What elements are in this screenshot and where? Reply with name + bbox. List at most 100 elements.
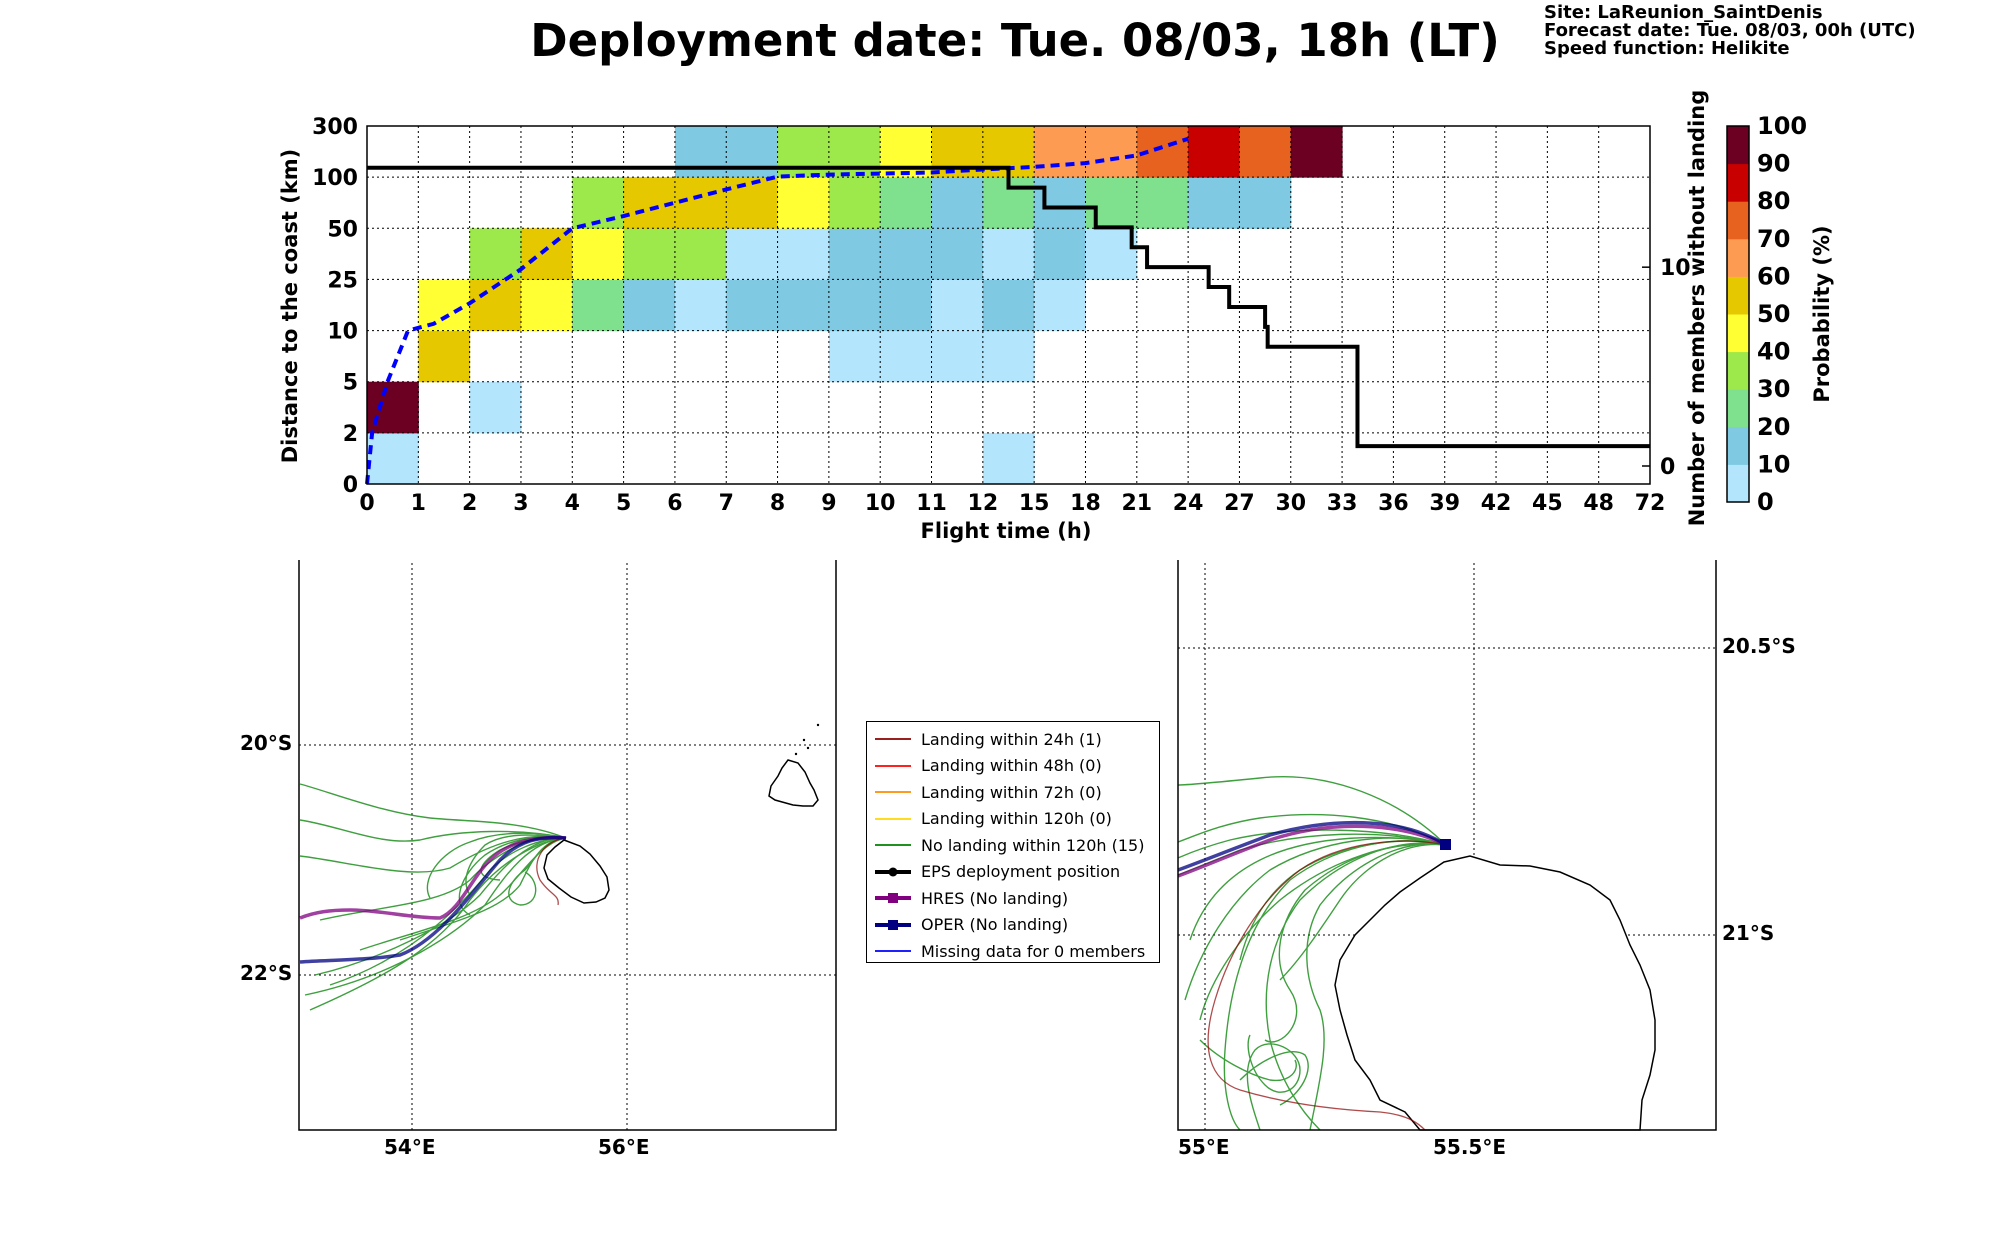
heatmap-cell <box>828 228 881 280</box>
heatmap-cell <box>777 279 830 332</box>
heatmap-cell <box>367 432 419 485</box>
legend-item: Missing data for 0 members <box>867 938 1159 965</box>
colorbar-tick-label: 70 <box>1757 225 1790 253</box>
x-tick-label: 5 <box>616 491 631 516</box>
legend-item: Landing within 24h (1) <box>867 726 1159 753</box>
colorbar-tick-label: 60 <box>1757 262 1790 290</box>
heatmap-cell <box>1290 126 1343 178</box>
colorbar-segment <box>1727 426 1749 465</box>
legend-item: EPS deployment position <box>867 859 1159 886</box>
y2-tick-labels: 0 10 <box>1642 256 1691 480</box>
y-tick-label: 0 <box>343 473 358 498</box>
right-map <box>1177 560 1717 1131</box>
colorbar-tick-label: 20 <box>1757 413 1790 441</box>
x-tick-labels: 0 1 2 3 4 5 6 7 8 9 10 11 12 15 18 21 24 27 30 33 36 39 42 45 48… <box>359 491 1665 516</box>
x-tick-label: 72 <box>1635 491 1666 516</box>
legend-label: Landing within 48h (0) <box>921 756 1102 776</box>
legend-item: No landing within 120h (15) <box>867 832 1159 859</box>
right-map-xtick-555e: 55.5°E <box>1433 1135 1507 1159</box>
x-tick-label: 15 <box>1019 491 1050 516</box>
heatmap-cell <box>1034 228 1086 280</box>
left-oper-track <box>299 835 567 964</box>
legend-swatch <box>875 844 911 847</box>
legend-item: Landing within 120h (0) <box>867 806 1159 833</box>
right-map-xtick-55e: 55°E <box>1178 1135 1230 1159</box>
x-tick-label: 10 <box>865 491 896 516</box>
heatmap-cell <box>1188 177 1240 229</box>
x-tick-label: 11 <box>916 491 947 516</box>
x-tick-label: 9 <box>821 491 836 516</box>
heatmap-cell <box>931 228 984 280</box>
heatmap-cell <box>931 177 984 229</box>
legend-label: HRES (No landing) <box>921 888 1069 908</box>
y-axis-label: Distance to the coast (km) <box>278 149 302 464</box>
colorbar-segment <box>1727 389 1749 428</box>
colorbar-tick-label: 90 <box>1757 150 1790 178</box>
colorbar-segment <box>1727 276 1749 315</box>
y2-tick-label: 10 <box>1660 256 1691 281</box>
heatmap-cell <box>1239 177 1292 229</box>
x-tick-label: 36 <box>1378 491 1409 516</box>
legend-swatch <box>875 893 911 904</box>
legend-label: Landing within 72h (0) <box>921 782 1102 802</box>
colorbar-segment <box>1727 201 1749 240</box>
y-tick-label: 300 <box>312 115 358 140</box>
x-tick-label: 1 <box>411 491 426 516</box>
colorbar-tick-label: 80 <box>1757 187 1790 215</box>
heatmap-cell <box>1034 126 1086 178</box>
x-tick-label: 18 <box>1070 491 1101 516</box>
site-label: Site: LaReunion_SaintDenis <box>1544 2 1823 23</box>
heatmap-cell <box>777 126 830 178</box>
legend-label: No landing within 120h (15) <box>921 835 1145 855</box>
y-tick-label: 25 <box>327 268 358 293</box>
left-hres-track <box>299 835 567 920</box>
colorbar-frame <box>1726 125 1750 503</box>
colorbar-tick-label: 40 <box>1757 338 1790 366</box>
legend-label: EPS deployment position <box>921 862 1121 882</box>
heatmap-cell <box>1188 126 1240 178</box>
colorbar-segment <box>1727 126 1749 165</box>
colorbar-segment <box>1727 163 1749 202</box>
heatmap-cell <box>1085 177 1138 229</box>
y2-axis-label: Number of members without landing <box>1685 90 1709 527</box>
heatmap-cell <box>982 228 1035 280</box>
heatmap-cell <box>726 228 779 280</box>
x-tick-label: 27 <box>1224 491 1255 516</box>
heatmap-cell <box>674 228 727 280</box>
heatmap-cell <box>982 432 1035 485</box>
heatmap-cell <box>367 381 419 434</box>
legend-swatch <box>875 919 911 930</box>
heatmap-cell <box>726 279 779 332</box>
x-tick-label: 0 <box>359 491 374 516</box>
x-tick-label: 21 <box>1121 491 1152 516</box>
heatmap-cell <box>828 279 881 332</box>
x-tick-label: 8 <box>770 491 785 516</box>
heatmap-cell <box>469 381 522 434</box>
members-without-landing-step <box>367 165 1650 449</box>
heatmap-cell <box>1034 279 1086 332</box>
heatmap-cell <box>572 279 625 332</box>
heatmap-cell <box>1239 126 1292 178</box>
heatmap-cell <box>982 279 1035 332</box>
legend-swatch <box>875 867 911 877</box>
x-tick-label: 45 <box>1532 491 1563 516</box>
heatmap-cell <box>520 279 573 332</box>
legend-item: HRES (No landing) <box>867 885 1159 912</box>
right-map-ytick-21s: 21°S <box>1722 921 1775 945</box>
legend-swatch <box>875 738 911 741</box>
colorbar-segment <box>1727 464 1749 503</box>
left-map-ytick-20s: 20°S <box>240 731 293 755</box>
left-map <box>298 560 837 1131</box>
x-tick-label: 33 <box>1327 491 1358 516</box>
speed-function-label: Speed function: Helikite <box>1544 38 1790 59</box>
heatmap-cell <box>726 126 779 178</box>
legend-label: OPER (No landing) <box>921 915 1069 935</box>
heatmap-cell <box>931 279 984 332</box>
heatmap-cell <box>1034 177 1086 229</box>
heatmap-cell <box>623 228 676 280</box>
heatmap-cells <box>367 126 1343 485</box>
y-tick-label: 5 <box>343 371 358 396</box>
left-map-ytick-22s: 22°S <box>240 961 293 985</box>
heatmap-cell <box>777 228 830 280</box>
